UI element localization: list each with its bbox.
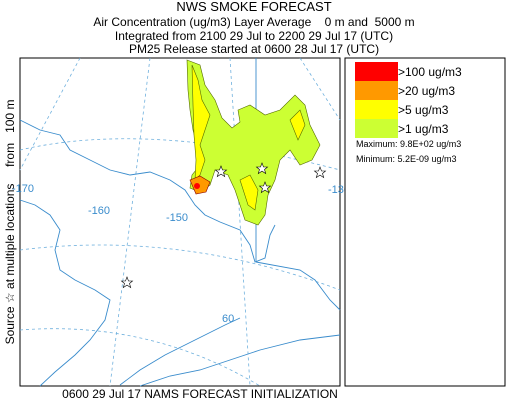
map-label: -170 — [12, 183, 34, 195]
smoke-core — [189, 175, 211, 195]
subtitle: PM25 Release started at 0600 28 Jul 17 (… — [129, 42, 379, 56]
legend-swatch — [355, 119, 398, 138]
legend-swatch — [355, 100, 398, 119]
map-label: -150 — [166, 212, 188, 224]
map-label: 60 — [222, 313, 234, 325]
legend-label: >100 ug/m3 — [398, 65, 462, 79]
legend: Maximum: 9.8E+02 ug/m3 Minimum: 5.2E-09 … — [344, 57, 506, 387]
title: NWS SMOKE FORECAST — [176, 0, 331, 14]
smoke-outer — [186, 59, 321, 226]
footer: 0600 29 Jul 17 NAMS FORECAST INITIALIZAT… — [62, 387, 338, 401]
legend-minimum: Minimum: 5.2E-09 ug/m3 — [356, 154, 457, 164]
legend-label: >20 ug/m3 — [398, 84, 455, 98]
legend-label: >5 ug/m3 — [398, 103, 449, 117]
legend-swatch — [355, 81, 398, 100]
legend-label: >1 ug/m3 — [398, 122, 449, 136]
legend-maximum: Maximum: 9.8E+02 ug/m3 — [356, 139, 461, 149]
map-label: -160 — [88, 205, 110, 217]
subtitle: Integrated from 2100 29 Jul to 2200 29 J… — [115, 29, 393, 43]
smoke-inner — [191, 64, 306, 211]
map: -170 -160 -150 -130 60 — [12, 57, 350, 387]
legend-swatch — [355, 62, 398, 81]
subtitle: Air Concentration (ug/m3) Layer Average … — [93, 15, 414, 29]
side-label: Source ☆ at multiple locations from 100 … — [3, 100, 17, 345]
